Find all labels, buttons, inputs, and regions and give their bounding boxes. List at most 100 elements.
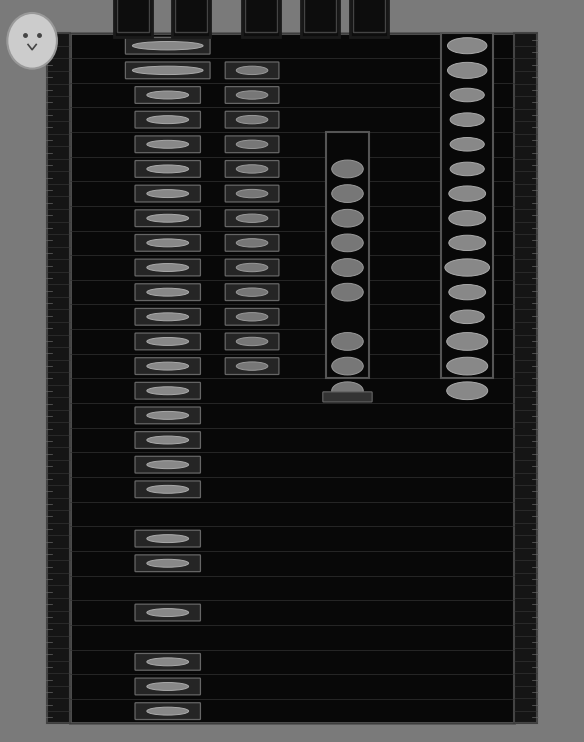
Ellipse shape [332, 259, 363, 276]
Ellipse shape [147, 140, 189, 148]
Bar [304, 0, 336, 32]
Ellipse shape [450, 137, 484, 151]
Bar [514, 33, 537, 723]
FancyBboxPatch shape [135, 481, 200, 498]
Bar [114, 0, 152, 37]
FancyBboxPatch shape [135, 604, 200, 621]
Ellipse shape [147, 288, 189, 296]
FancyBboxPatch shape [135, 456, 200, 473]
Ellipse shape [147, 461, 189, 469]
Ellipse shape [237, 189, 268, 198]
Ellipse shape [237, 165, 268, 173]
Ellipse shape [237, 214, 268, 223]
Ellipse shape [332, 234, 363, 252]
FancyBboxPatch shape [135, 654, 200, 670]
Ellipse shape [147, 116, 189, 124]
Bar [175, 0, 207, 32]
Bar [441, 33, 493, 378]
FancyBboxPatch shape [135, 407, 200, 424]
Ellipse shape [147, 338, 189, 346]
FancyBboxPatch shape [225, 111, 279, 128]
Ellipse shape [332, 382, 363, 400]
Ellipse shape [237, 288, 268, 296]
FancyBboxPatch shape [135, 678, 200, 695]
FancyBboxPatch shape [135, 160, 200, 177]
Ellipse shape [449, 284, 486, 300]
FancyBboxPatch shape [225, 62, 279, 79]
FancyBboxPatch shape [135, 432, 200, 448]
Ellipse shape [332, 357, 363, 375]
Bar [245, 0, 277, 32]
FancyBboxPatch shape [225, 136, 279, 153]
Ellipse shape [445, 259, 489, 276]
Ellipse shape [237, 116, 268, 124]
Ellipse shape [237, 338, 268, 346]
Bar [70, 33, 514, 723]
FancyBboxPatch shape [135, 87, 200, 103]
FancyBboxPatch shape [135, 259, 200, 276]
FancyBboxPatch shape [135, 333, 200, 349]
FancyBboxPatch shape [126, 37, 210, 54]
Bar [172, 0, 210, 37]
Ellipse shape [450, 162, 484, 176]
Ellipse shape [450, 310, 484, 324]
FancyBboxPatch shape [135, 382, 200, 399]
Bar [353, 0, 385, 32]
Ellipse shape [147, 214, 189, 222]
FancyBboxPatch shape [225, 358, 279, 375]
Ellipse shape [147, 91, 189, 99]
Ellipse shape [147, 707, 189, 715]
FancyBboxPatch shape [135, 358, 200, 375]
Ellipse shape [147, 485, 189, 493]
FancyBboxPatch shape [225, 160, 279, 177]
Ellipse shape [133, 42, 203, 50]
Ellipse shape [147, 263, 189, 272]
Ellipse shape [147, 658, 189, 666]
Ellipse shape [147, 608, 189, 617]
Ellipse shape [447, 357, 488, 375]
Ellipse shape [147, 411, 189, 419]
FancyBboxPatch shape [225, 186, 279, 202]
FancyBboxPatch shape [135, 555, 200, 571]
Ellipse shape [237, 91, 268, 99]
Ellipse shape [147, 535, 189, 542]
Bar [117, 0, 149, 32]
Ellipse shape [147, 239, 189, 247]
FancyBboxPatch shape [225, 210, 279, 226]
FancyBboxPatch shape [135, 210, 200, 226]
Bar [350, 0, 388, 37]
Ellipse shape [237, 362, 268, 370]
Ellipse shape [147, 683, 189, 691]
Ellipse shape [147, 559, 189, 567]
Ellipse shape [332, 332, 363, 350]
Ellipse shape [147, 190, 189, 197]
Ellipse shape [7, 13, 57, 69]
Ellipse shape [147, 387, 189, 395]
Ellipse shape [450, 88, 484, 102]
Ellipse shape [237, 263, 268, 272]
FancyBboxPatch shape [225, 87, 279, 103]
Ellipse shape [147, 436, 189, 444]
Bar [301, 0, 339, 37]
Ellipse shape [237, 312, 268, 321]
FancyBboxPatch shape [225, 309, 279, 325]
Bar [242, 0, 280, 37]
Ellipse shape [147, 313, 189, 321]
FancyBboxPatch shape [135, 111, 200, 128]
Bar [47, 33, 70, 723]
Ellipse shape [133, 66, 203, 74]
FancyBboxPatch shape [135, 309, 200, 325]
Ellipse shape [237, 239, 268, 247]
FancyBboxPatch shape [225, 259, 279, 276]
FancyBboxPatch shape [135, 136, 200, 153]
FancyBboxPatch shape [135, 703, 200, 720]
Ellipse shape [447, 332, 488, 350]
FancyBboxPatch shape [225, 234, 279, 252]
Ellipse shape [449, 186, 486, 201]
Ellipse shape [332, 185, 363, 203]
FancyBboxPatch shape [225, 333, 279, 349]
Bar [326, 132, 369, 378]
Ellipse shape [237, 140, 268, 148]
Ellipse shape [332, 160, 363, 178]
Ellipse shape [447, 382, 488, 400]
